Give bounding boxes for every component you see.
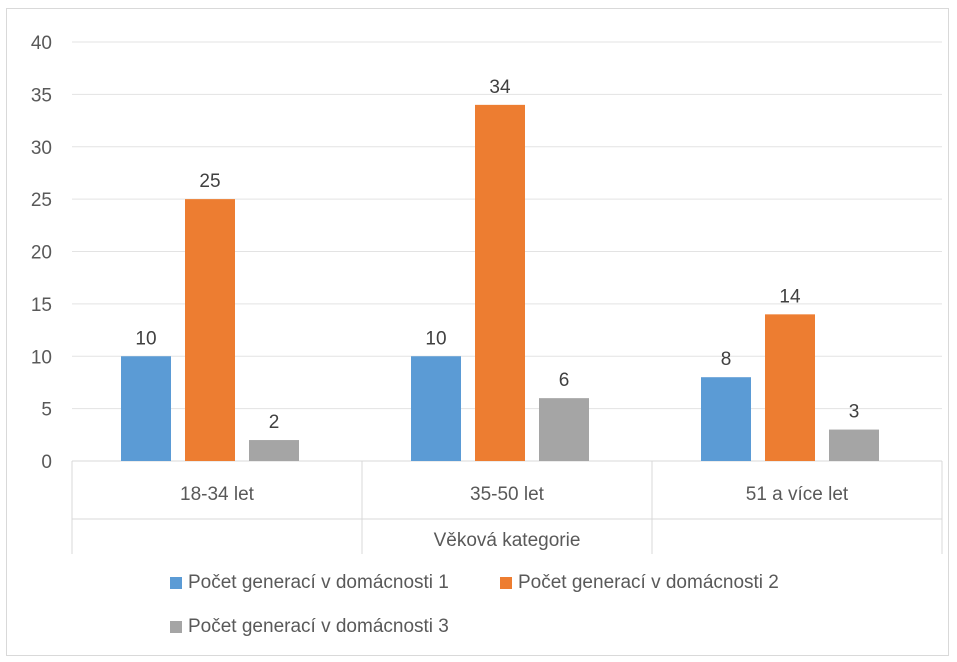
bar-series-1-cat-1 — [121, 356, 171, 461]
y-tick-label: 20 — [31, 243, 52, 264]
data-label-series-3-cat-3: 3 — [849, 402, 860, 423]
x-category-label: 35-50 let — [470, 484, 545, 505]
legend-item-series-3: Počet generací v domácnosti 3 — [170, 616, 449, 638]
data-label-series-3-cat-2: 6 — [559, 370, 570, 391]
x-category-label: 51 a více let — [746, 484, 849, 505]
y-tick-label: 40 — [31, 33, 52, 54]
bar-series-2-cat-1 — [185, 199, 235, 461]
y-tick-label: 0 — [41, 452, 52, 473]
legend-item-series-1: Počet generací v domácnosti 1 — [170, 572, 449, 594]
bar-series-3-cat-2 — [539, 398, 589, 461]
data-label-series-1-cat-3: 8 — [721, 349, 732, 370]
y-tick-label: 15 — [31, 295, 52, 316]
data-label-series-1-cat-1: 10 — [135, 328, 156, 349]
x-category-label: 18-34 let — [180, 484, 255, 505]
data-label-series-2-cat-1: 25 — [199, 171, 220, 192]
bar-series-2-cat-2 — [475, 104, 525, 461]
y-tick-label: 30 — [31, 138, 52, 159]
bar-series-1-cat-3 — [701, 377, 751, 461]
legend-label-series-3: Počet generací v domácnosti 3 — [188, 616, 449, 637]
x-axis-categories: 18-34 let 35-50 let 51 a více let — [71, 461, 943, 554]
data-label-series-2-cat-3: 14 — [779, 286, 801, 307]
y-axis-ticks: 0 5 10 15 20 25 30 35 40 — [31, 33, 52, 473]
bar-series-2-cat-3 — [765, 314, 815, 461]
legend-swatch-series-3 — [170, 621, 182, 633]
data-label-series-1-cat-2: 10 — [425, 328, 446, 349]
legend-label-series-2: Počet generací v domácnosti 2 — [518, 572, 779, 593]
bar-series-3-cat-1 — [249, 440, 299, 461]
y-tick-label: 5 — [41, 400, 52, 421]
data-label-series-2-cat-2: 34 — [489, 77, 511, 98]
y-tick-label: 10 — [31, 347, 52, 368]
x-axis-title: Věková kategorie — [434, 530, 581, 551]
bar-series-1-cat-2 — [411, 356, 461, 461]
y-tick-label: 35 — [31, 85, 52, 106]
legend-swatch-series-2 — [500, 577, 512, 589]
y-tick-label: 25 — [31, 190, 52, 211]
bar-series-3-cat-3 — [829, 429, 879, 461]
legend-label-series-1: Počet generací v domácnosti 1 — [188, 572, 449, 593]
legend-item-series-2: Počet generací v domácnosti 2 — [500, 572, 779, 594]
data-labels: 10 25 2 10 34 6 8 14 3 — [135, 77, 859, 433]
legend-swatch-series-1 — [170, 577, 182, 589]
bars — [121, 104, 879, 461]
data-label-series-3-cat-1: 2 — [269, 412, 280, 433]
